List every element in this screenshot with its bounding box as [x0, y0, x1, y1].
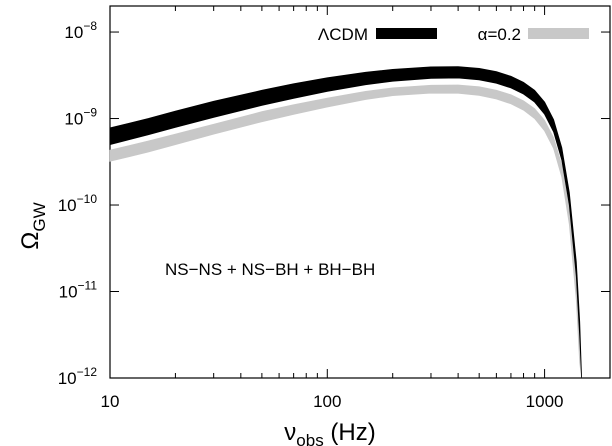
x-axis-label-base: ν	[284, 419, 296, 446]
y-axis-label-base: Ω	[17, 232, 44, 250]
legend-label-alpha: α=0.2	[478, 25, 521, 44]
y-tick-label-1: 10−11	[59, 279, 98, 302]
x-tick-label-2: 1000	[526, 392, 564, 411]
series-band-0	[109, 84, 582, 379]
y-tick-label-0: 10−12	[58, 365, 98, 388]
series-band-1	[109, 66, 582, 379]
legend-swatch-alpha	[528, 28, 589, 39]
x-axis-label: νobs (Hz)	[284, 419, 375, 446]
series-bands	[109, 66, 582, 379]
y-axis-label-sub: GW	[30, 202, 49, 231]
axes-ticks: 10 100 1000 10−12 10−11 10−10 10−9 10−8	[58, 6, 610, 411]
legend: ΛCDM α=0.2	[318, 25, 589, 44]
x-axis-label-unit: (Hz)	[324, 419, 376, 446]
plot-frame	[109, 5, 611, 379]
x-tick-label-1: 100	[313, 392, 341, 411]
legend-label-lcdm: ΛCDM	[318, 25, 368, 44]
y-tick-label-4: 10−8	[64, 19, 97, 42]
legend-swatch-lcdm	[376, 28, 437, 39]
y-axis-label: ΩGW	[17, 202, 49, 249]
x-axis-label-sub: obs	[296, 431, 323, 446]
annotation-merger-types: NS−NS + NS−BH + BH−BH	[165, 260, 375, 279]
y-tick-label-2: 10−10	[58, 192, 98, 215]
y-tick-label-3: 10−9	[64, 106, 97, 129]
x-tick-label-0: 10	[101, 392, 120, 411]
